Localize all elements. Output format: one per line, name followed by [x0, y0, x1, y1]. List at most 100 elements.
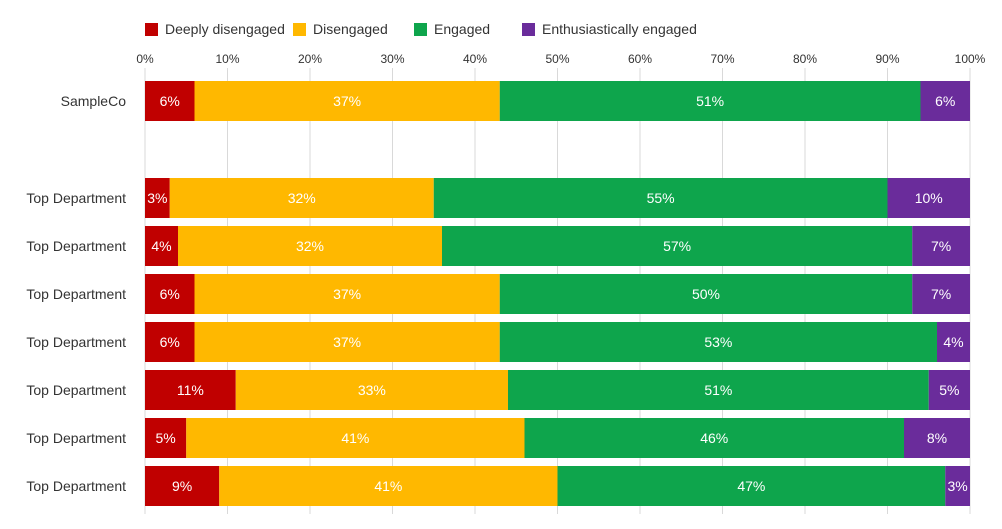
- x-axis-ticks: 0% 10% 20% 30% 40% 50% 60% 70% 80% 90% 100%: [136, 52, 985, 66]
- bar-value-label: 7%: [931, 238, 951, 254]
- bar-segment: [145, 466, 220, 506]
- bar-value-label: 57%: [663, 238, 691, 254]
- bar-value-label: 51%: [704, 382, 732, 398]
- bar-value-label: 6%: [160, 286, 180, 302]
- bar-segment: [442, 226, 913, 266]
- x-tick-label: 90%: [875, 52, 899, 66]
- bar-value-label: 11%: [177, 382, 204, 398]
- bar-row: 6% 37% 53% 4%: [145, 322, 970, 362]
- bar-value-label: 53%: [704, 334, 732, 350]
- legend: Deeply disengaged Disengaged Engaged Enthus…: [145, 21, 697, 37]
- x-tick-label: 70%: [710, 52, 734, 66]
- bar-segment: [945, 466, 970, 506]
- bar-segment: [937, 322, 970, 362]
- legend-item: Engaged: [414, 21, 490, 37]
- bar-segment: [433, 178, 888, 218]
- bar-value-label: 10%: [915, 190, 943, 206]
- bar-value-label: 33%: [358, 382, 386, 398]
- bar-segment: [508, 370, 929, 410]
- legend-label: Deeply disengaged: [165, 21, 285, 37]
- bar-value-label: 32%: [288, 190, 316, 206]
- bar-segment: [194, 322, 500, 362]
- bar-value-label: 55%: [647, 190, 675, 206]
- bar-value-label: 37%: [333, 286, 361, 302]
- bar-segment: [524, 418, 904, 458]
- x-tick-label: 10%: [215, 52, 239, 66]
- bar-segment: [194, 274, 500, 314]
- bar-segment: [920, 81, 970, 121]
- bar-segment: [499, 274, 913, 314]
- row-labels: SampleCo Top Department Top Department Top …: [26, 93, 126, 494]
- legend-item: Enthusiastically engaged: [522, 21, 697, 37]
- x-tick-label: 20%: [298, 52, 322, 66]
- bar-value-label: 41%: [374, 478, 402, 494]
- bar-value-label: 32%: [296, 238, 324, 254]
- bar-value-label: 3%: [147, 190, 167, 206]
- row-label: Top Department: [26, 190, 126, 206]
- legend-swatch: [414, 23, 427, 36]
- row-label: Top Department: [26, 286, 126, 302]
- bar-segment: [912, 274, 970, 314]
- bar-segment: [499, 322, 937, 362]
- row-label: SampleCo: [61, 93, 127, 109]
- row-label: Top Department: [26, 382, 126, 398]
- bar-row: 4% 32% 57% 7%: [145, 226, 970, 266]
- bar-value-label: 37%: [333, 334, 361, 350]
- bars: 6% 37% 51% 6% 3% 32% 55% 10% 4% 32% 57% 7% 6% 37% 50% 7…: [145, 81, 970, 506]
- legend-label: Enthusiastically engaged: [542, 21, 697, 37]
- bar-segment: [145, 178, 170, 218]
- legend-label: Engaged: [434, 21, 490, 37]
- bar-row: 6% 37% 51% 6%: [145, 81, 970, 121]
- bar-value-label: 5%: [156, 430, 176, 446]
- legend-item: Deeply disengaged: [145, 21, 285, 37]
- bar-row: 11% 33% 51% 5%: [145, 370, 970, 410]
- bar-value-label: 46%: [700, 430, 728, 446]
- legend-item: Disengaged: [293, 21, 388, 37]
- bar-value-label: 9%: [172, 478, 192, 494]
- x-tick-label: 80%: [793, 52, 817, 66]
- bar-value-label: 6%: [160, 93, 180, 109]
- bar-value-label: 37%: [333, 93, 361, 109]
- x-tick-label: 0%: [136, 52, 154, 66]
- bar-segment: [557, 466, 946, 506]
- bar-segment: [169, 178, 434, 218]
- bar-value-label: 7%: [931, 286, 951, 302]
- bar-segment: [912, 226, 970, 266]
- row-label: Top Department: [26, 334, 126, 350]
- bar-segment: [235, 370, 508, 410]
- bar-segment: [145, 81, 195, 121]
- bar-value-label: 5%: [939, 382, 959, 398]
- bar-value-label: 4%: [943, 334, 963, 350]
- bar-value-label: 51%: [696, 93, 724, 109]
- bar-segment: [145, 226, 178, 266]
- bar-segment: [145, 322, 195, 362]
- bar-value-label: 6%: [935, 93, 955, 109]
- legend-label: Disengaged: [313, 21, 388, 37]
- row-label: Top Department: [26, 238, 126, 254]
- bar-value-label: 50%: [692, 286, 720, 302]
- bar-value-label: 41%: [341, 430, 369, 446]
- bar-segment: [145, 418, 187, 458]
- bar-value-label: 6%: [160, 334, 180, 350]
- row-label: Top Department: [26, 478, 126, 494]
- bar-row: 9% 41% 47% 3%: [145, 466, 970, 506]
- x-tick-label: 100%: [955, 52, 986, 66]
- x-tick-label: 30%: [380, 52, 404, 66]
- bar-value-label: 8%: [927, 430, 947, 446]
- bar-segment: [145, 370, 236, 410]
- bar-row: 3% 32% 55% 10%: [145, 178, 970, 218]
- bar-segment: [186, 418, 525, 458]
- x-tick-label: 60%: [628, 52, 652, 66]
- bar-segment: [887, 178, 970, 218]
- bar-row: 6% 37% 50% 7%: [145, 274, 970, 314]
- row-label: Top Department: [26, 430, 126, 446]
- bar-segment: [904, 418, 970, 458]
- x-tick-label: 50%: [545, 52, 569, 66]
- bar-segment: [178, 226, 442, 266]
- bar-row: 5% 41% 46% 8%: [145, 418, 970, 458]
- bar-segment: [145, 274, 195, 314]
- bar-value-label: 3%: [948, 478, 968, 494]
- bar-segment: [928, 370, 970, 410]
